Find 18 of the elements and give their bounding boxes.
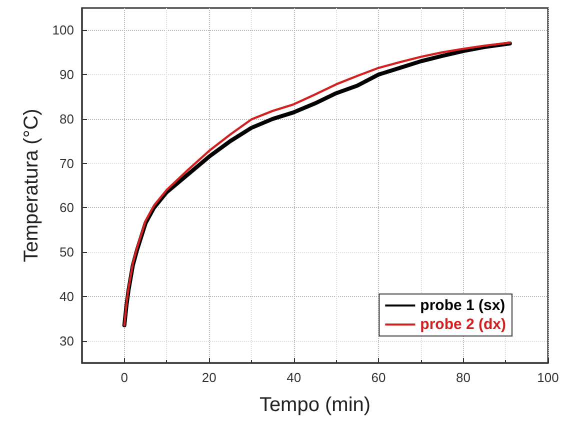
y-tick-label: 70 <box>60 156 74 171</box>
y-tick-label: 100 <box>52 22 74 38</box>
y-tick-label: 40 <box>60 288 74 304</box>
y-tick-label: 90 <box>60 67 74 82</box>
y-tick-label: 50 <box>60 244 74 260</box>
legend-label: probe 2 (dx) <box>420 316 506 333</box>
x-tick-label: 80 <box>456 370 471 385</box>
x-tick-label: 40 <box>286 370 302 385</box>
x-tick-label: 100 <box>537 370 559 385</box>
x-tick-label: 0 <box>120 370 128 385</box>
y-tick-label: 80 <box>60 111 74 126</box>
y-axis-title: Temperatura (°C) <box>20 108 42 262</box>
y-tick-label: 60 <box>60 200 74 216</box>
legend-label: probe 1 (sx) <box>420 297 506 314</box>
x-tick-label: 20 <box>202 370 216 385</box>
y-tick-label: 30 <box>60 333 74 348</box>
x-axis-title: Tempo (min) <box>259 394 371 416</box>
x-tick-label: 60 <box>371 370 386 385</box>
